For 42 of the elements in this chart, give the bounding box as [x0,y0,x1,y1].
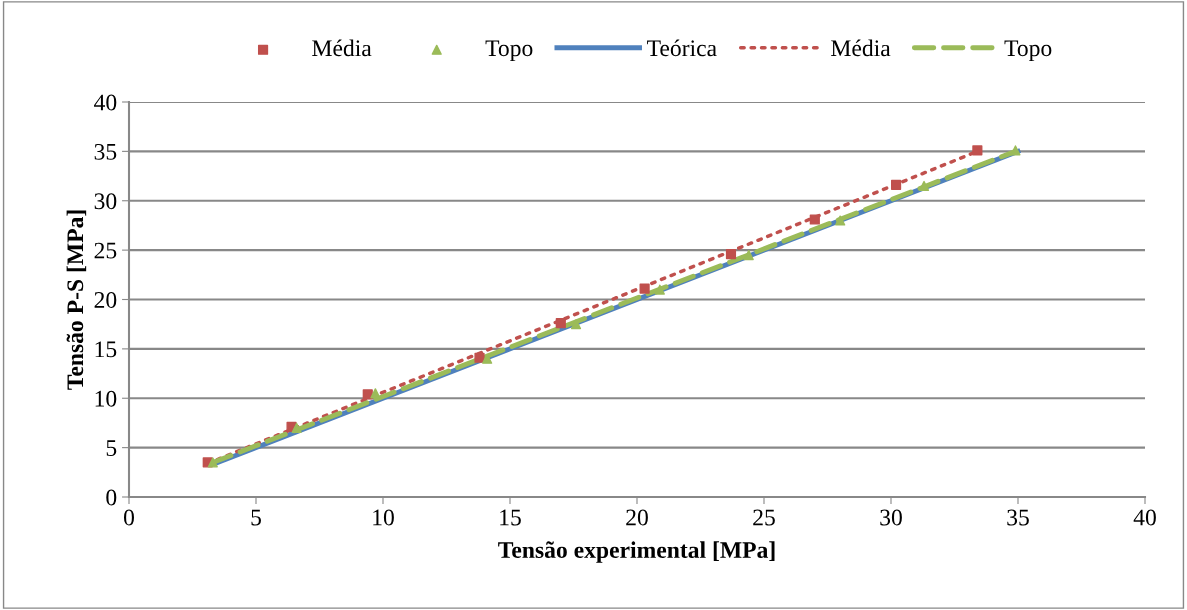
y-tick-label: 30 [94,193,117,210]
point [725,248,737,260]
legend-label: Topo [485,40,533,61]
point [1010,145,1021,156]
point [482,353,493,364]
y-tick-label: 5 [106,440,117,457]
y-tick-label: 10 [95,390,117,407]
point [207,457,218,468]
x-axis-title: Tensão experimental [MPa] [498,541,775,563]
point [474,352,485,363]
x-tick-label: 5 [251,509,261,526]
x-tick-label: 25 [753,509,775,526]
legend-label: Média [312,39,372,57]
y-tick-label: 35 [94,143,117,160]
point [972,145,983,156]
point [370,388,381,399]
y-tick-label: 15 [95,341,117,358]
x-tick-label: 35 [1007,509,1029,526]
legend-label: Teórica [647,39,717,57]
x-tick-label: 10 [373,509,394,526]
point [890,179,902,191]
x-tick-label: 20 [626,509,648,526]
point [639,283,650,294]
y-axis-title: Tensão P-S [MPa] [66,210,87,390]
x-tick-label: 15 [500,509,521,526]
point [918,180,930,192]
x-tick-label: 30 [880,509,902,526]
y-tick-label: 40 [94,94,117,111]
point [654,284,665,295]
y-tick-label: 25 [94,242,117,259]
y-tick-label: 20 [94,291,117,308]
point [555,318,566,329]
point [809,214,820,225]
point [743,249,754,261]
y-tick-label: 0 [106,489,117,506]
x-tick-label: 40 [1133,509,1156,526]
x-tick-label: 0 [124,509,134,526]
point [291,422,302,433]
legend-label: Topo [1004,40,1052,61]
legend-label: Média [831,39,891,57]
point [570,319,582,330]
point [835,215,846,226]
